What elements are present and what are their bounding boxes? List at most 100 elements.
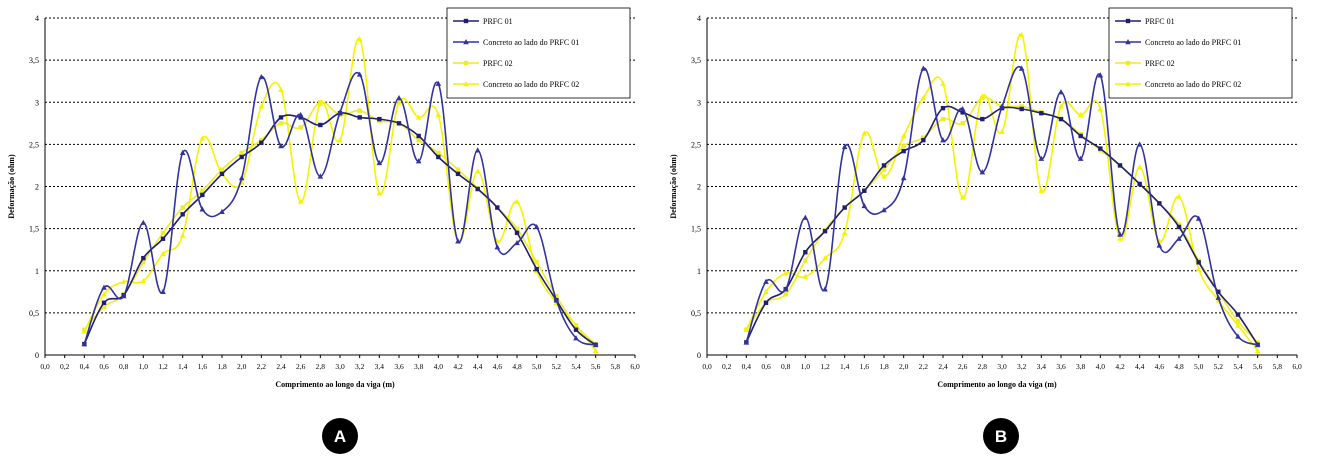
chart-panel-b: 0 0,5 1 1,5 2 2,5 3 3,5 4 0,0 0,2 0,4 0,6 0,8 1,0 1,2 1,… [662,0,1317,455]
x-tick-label: 2,6 [296,362,306,371]
data-point [1097,72,1104,78]
data-point [822,255,828,261]
data-point [278,121,284,126]
data-point [101,291,107,297]
data-point [861,130,868,136]
data-point [455,167,461,172]
x-tick-label: 5,8 [1273,362,1283,371]
data-point [1215,294,1222,300]
data-point [822,286,828,292]
x-tick-label: 4,2 [453,362,463,371]
x-tick-label: 2,8 [978,362,988,371]
data-point [862,188,867,193]
data-point [101,304,107,310]
data-point [1157,201,1162,206]
data-point [979,169,986,175]
chart-panel-a: 0 0,5 1 1,5 2 2,5 3 3,5 4 0,0 0,2 0,4 0,6 0,8 1,0 1,2 1,… [0,0,655,455]
y-tick-label: 3,5 [29,56,39,65]
data-point [514,198,520,204]
data-point [141,255,146,261]
x-tick-label: 4,2 [1115,362,1125,371]
data-point [1117,231,1123,237]
data-point [356,36,363,42]
data-point [219,167,225,172]
data-point [278,115,284,120]
data-point [435,111,442,118]
y-tick-label: 1 [697,267,701,276]
x-tick-label: 4,0 [434,362,444,371]
data-point [1156,242,1163,248]
series-2 [743,65,1261,348]
data-point [436,154,441,160]
series-4 [743,31,1261,353]
data-point [554,293,559,299]
data-point [802,214,809,220]
y-tick-label: 0 [697,351,701,360]
legend-entry: PRFC 02 [483,59,513,68]
data-point [258,103,265,109]
legend-box [446,7,631,99]
data-point [960,110,965,115]
data-point [999,128,1005,134]
data-point [1216,289,1221,295]
legend-entry: Concreto ao lado do PRFC 02 [483,80,579,89]
x-tick-label: 0,6 [99,362,109,371]
data-point [881,167,887,172]
x-tick-label: 6,0 [630,362,640,371]
data-point [160,236,166,241]
data-point [259,140,264,145]
x-tick-label: 0,4 [80,362,90,371]
series-4 [81,36,599,353]
data-point [980,116,985,122]
x-tick-label: 4,8 [512,362,522,371]
x-tick-label: 5,4 [571,362,581,371]
data-point [960,121,965,126]
x-tick-label: 4,8 [1174,362,1184,371]
data-point [1254,341,1261,348]
x-tick-label: 2,4 [938,362,948,371]
data-point [534,260,539,265]
legend-entry: PRFC 01 [483,17,513,26]
data-point [920,65,927,71]
x-tick-label: 3,8 [414,362,424,371]
legend-entry: PRFC 01 [1145,17,1175,26]
data-point [842,205,847,210]
legend-entry: Concreto ao lado do PRFC 01 [1145,38,1241,47]
legend: PRFC 01 Concreto ao lado do PRFC 01 PRFC 0… [446,7,631,99]
data-point [802,273,809,279]
data-point [921,135,926,140]
x-tick-label: 4,6 [1155,362,1165,371]
data-point [1019,104,1024,109]
data-point [357,108,362,113]
data-point [1058,116,1064,122]
data-point [1196,260,1201,265]
data-point [1077,155,1084,161]
data-point [179,232,186,238]
data-point [1019,106,1024,112]
data-point [199,135,206,141]
data-point [1176,224,1182,230]
x-tick-label: 0,0 [40,362,50,371]
data-point [436,150,441,155]
x-tick-label: 4,6 [493,362,503,371]
data-point [1078,133,1083,139]
x-tick-label: 1,6 [198,362,208,371]
x-tick-label: 2,8 [316,362,326,371]
data-point [822,228,828,234]
data-point [900,175,907,181]
data-point [396,121,402,126]
series-1 [744,105,1260,348]
x-tick-label: 5,0 [532,362,542,371]
data-point [803,250,808,255]
x-tick-label: 5,2 [552,362,562,371]
x-tick-label: 2,4 [276,362,286,371]
data-point [140,219,147,225]
data-point [101,284,107,290]
data-point [1038,155,1045,161]
data-point [495,205,500,210]
legend-swatch-marker [1125,81,1131,87]
legend-swatch-marker [463,81,469,87]
y-tick-label: 2 [35,183,39,192]
data-point [763,278,769,284]
legend-swatch-marker [1125,18,1131,24]
